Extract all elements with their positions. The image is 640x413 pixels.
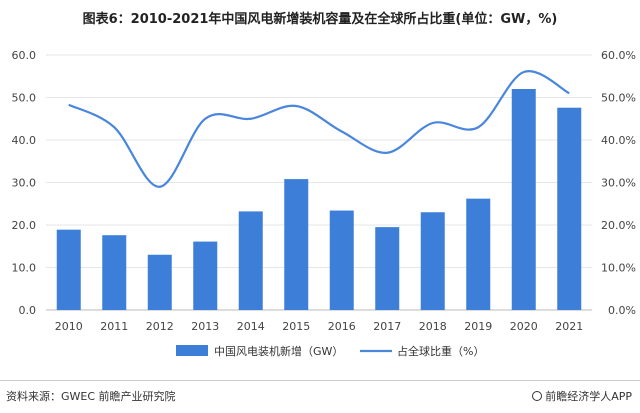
x-tick-label: 2018 [419, 320, 447, 333]
legend-swatch-bar [176, 345, 208, 356]
bar-2019 [466, 198, 491, 310]
x-tick-label: 2020 [510, 320, 538, 333]
footer-divider [0, 380, 640, 381]
source-note: 资料来源：GWEC 前瞻产业研究院 [6, 390, 176, 403]
left-tick-label: 0.0 [19, 304, 37, 317]
chart-title: 图表6：2010-2021年中国风电新增装机容量及在全球所占比重(单位：GW，%… [82, 12, 558, 27]
x-tick-label: 2010 [55, 320, 83, 333]
right-tick-label: 60.0% [601, 49, 636, 62]
left-tick-label: 30.0 [12, 177, 37, 190]
bar-2015 [284, 179, 309, 310]
right-tick-label: 50.0% [601, 92, 636, 105]
right-tick-label: 40.0% [601, 134, 636, 147]
bar-2013 [193, 241, 218, 310]
bar-2012 [147, 254, 172, 310]
bar-2010 [56, 229, 81, 310]
left-tick-label: 20.0 [12, 219, 37, 232]
right-tick-label: 10.0% [601, 262, 636, 275]
left-tick-label: 60.0 [12, 49, 37, 62]
legend-label-bar: 中国风电装机新增（GW） [214, 344, 343, 358]
x-tick-label: 2012 [146, 320, 174, 333]
x-tick-label: 2021 [555, 320, 583, 333]
left-tick-label: 40.0 [12, 134, 37, 147]
x-tick-label: 2017 [373, 320, 401, 333]
left-tick-label: 10.0 [12, 262, 37, 275]
x-tick-label: 2016 [328, 320, 356, 333]
x-tick-label: 2013 [191, 320, 219, 333]
bar-2017 [375, 227, 400, 310]
brand-text: 前瞻经济学人APP [545, 390, 632, 403]
share-line [68, 70, 570, 188]
brand-label: 前瞻经济学人APP [532, 388, 632, 404]
x-tick-label: 2011 [100, 320, 128, 333]
x-tick-label: 2015 [282, 320, 310, 333]
bar-2018 [420, 212, 445, 310]
bar-2020 [511, 89, 536, 310]
right-tick-label: 30.0% [601, 177, 636, 190]
bar-2016 [329, 210, 354, 310]
bar-2014 [238, 211, 263, 310]
right-tick-label: 20.0% [601, 219, 636, 232]
right-tick-label: 0.0% [608, 304, 636, 317]
bar-2021 [557, 107, 582, 310]
brand-logo-icon [532, 391, 543, 401]
x-tick-label: 2019 [464, 320, 492, 333]
legend-label-line: 占全球比重（%） [397, 344, 484, 358]
bar-2011 [102, 235, 127, 310]
left-tick-label: 50.0 [12, 92, 37, 105]
x-tick-label: 2014 [237, 320, 265, 333]
